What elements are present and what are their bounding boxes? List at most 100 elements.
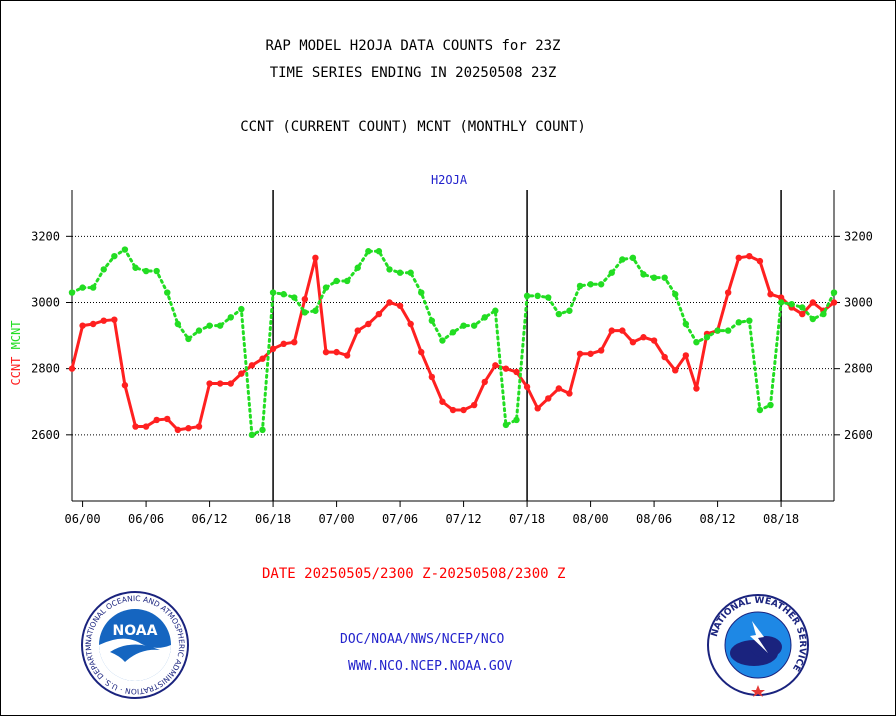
data-point-mcnt bbox=[587, 281, 594, 288]
data-point-mcnt bbox=[121, 246, 129, 253]
data-point-mcnt bbox=[650, 274, 658, 281]
data-point-ccnt bbox=[89, 320, 97, 328]
data-point-mcnt bbox=[365, 248, 372, 255]
data-point-mcnt bbox=[185, 335, 192, 343]
data-point-ccnt bbox=[555, 385, 563, 392]
data-point-ccnt bbox=[396, 302, 404, 309]
data-point-mcnt bbox=[724, 327, 732, 334]
data-point-mcnt bbox=[640, 271, 647, 278]
data-point-ccnt bbox=[682, 352, 690, 359]
data-point-mcnt bbox=[481, 314, 488, 321]
data-point-ccnt bbox=[523, 383, 531, 391]
data-point-mcnt bbox=[238, 305, 245, 313]
data-point-ccnt bbox=[629, 338, 637, 346]
data-point-ccnt bbox=[470, 401, 478, 409]
data-point-ccnt bbox=[185, 425, 192, 432]
footer-website-link[interactable]: WWW.NCO.NCEP.NOAA.GOV bbox=[348, 659, 513, 674]
data-point-ccnt bbox=[640, 334, 647, 341]
x-tick-label: 08/18 bbox=[763, 512, 799, 526]
x-tick-label: 06/00 bbox=[65, 512, 101, 526]
y-tick-label-right: 2800 bbox=[844, 362, 873, 376]
data-point-ccnt bbox=[343, 352, 351, 359]
data-point-mcnt bbox=[291, 294, 298, 301]
data-point-ccnt bbox=[195, 423, 203, 430]
data-point-ccnt bbox=[428, 373, 436, 381]
x-tick-label: 08/12 bbox=[700, 512, 736, 526]
data-point-mcnt bbox=[619, 256, 626, 263]
data-point-ccnt bbox=[746, 252, 753, 260]
data-point-mcnt bbox=[227, 314, 234, 321]
data-point-ccnt bbox=[502, 365, 510, 372]
data-point-ccnt bbox=[142, 423, 150, 430]
noaa-logo-text: NOAA bbox=[113, 623, 158, 639]
date-range: DATE 20250505/2300 Z-20250508/2300 Z bbox=[262, 566, 566, 582]
data-point-mcnt bbox=[333, 277, 340, 285]
noaa-logo: NATIONAL OCEANIC AND ATMOSPHERIC ADMINIS… bbox=[80, 590, 189, 699]
data-point-mcnt bbox=[682, 320, 690, 328]
data-point-mcnt bbox=[428, 317, 436, 324]
data-point-ccnt bbox=[407, 320, 414, 328]
data-point-mcnt bbox=[608, 269, 615, 276]
data-point-ccnt bbox=[534, 405, 541, 412]
footer-agency-text: DOC/NOAA/NWS/NCEP/NCO bbox=[340, 632, 505, 647]
series-line-ccnt bbox=[70, 254, 835, 432]
y-tick-label-right: 3000 bbox=[844, 295, 873, 309]
data-point-ccnt bbox=[68, 365, 76, 372]
data-point-mcnt bbox=[460, 322, 467, 329]
data-point-mcnt bbox=[418, 289, 425, 296]
data-point-ccnt bbox=[449, 406, 457, 414]
data-point-mcnt bbox=[174, 320, 182, 328]
data-point-mcnt bbox=[746, 317, 753, 324]
data-point-mcnt bbox=[576, 282, 584, 290]
data-point-ccnt bbox=[619, 327, 626, 334]
data-point-mcnt bbox=[354, 264, 361, 271]
y-tick-label-left: 3200 bbox=[31, 229, 60, 243]
y-tick-label-right: 3200 bbox=[844, 229, 873, 243]
data-point-ccnt bbox=[386, 299, 393, 306]
data-point-mcnt bbox=[534, 292, 541, 300]
data-point-mcnt bbox=[735, 319, 742, 326]
data-point-ccnt bbox=[439, 398, 446, 405]
y-axis-label-ccnt: CCNT bbox=[9, 357, 23, 386]
data-point-mcnt bbox=[545, 294, 552, 301]
data-point-mcnt bbox=[703, 334, 711, 341]
data-point-mcnt bbox=[216, 322, 224, 329]
data-point-ccnt bbox=[269, 345, 277, 353]
data-point-mcnt bbox=[396, 269, 404, 276]
data-point-ccnt bbox=[693, 385, 700, 392]
data-point-ccnt bbox=[121, 382, 129, 389]
data-point-mcnt bbox=[523, 292, 531, 300]
data-point-ccnt bbox=[735, 254, 742, 262]
data-point-mcnt bbox=[407, 269, 414, 276]
title-line-2: TIME SERIES ENDING IN 20250508 23Z bbox=[269, 65, 557, 81]
data-point-mcnt bbox=[756, 406, 764, 414]
data-point-ccnt bbox=[322, 348, 330, 356]
data-point-ccnt bbox=[756, 257, 764, 265]
data-point-ccnt bbox=[576, 350, 584, 357]
data-point-ccnt bbox=[597, 347, 605, 354]
data-point-mcnt bbox=[767, 401, 774, 409]
title-line-1: RAP MODEL H2OJA DATA COUNTS for 23Z bbox=[265, 38, 561, 54]
data-point-mcnt bbox=[248, 431, 256, 439]
data-point-mcnt bbox=[566, 307, 573, 314]
data-point-mcnt bbox=[68, 289, 76, 296]
data-point-mcnt bbox=[195, 327, 203, 334]
data-point-ccnt bbox=[216, 380, 224, 387]
data-point-ccnt bbox=[153, 416, 160, 424]
data-point-mcnt bbox=[672, 291, 679, 298]
data-point-mcnt bbox=[132, 264, 139, 271]
data-point-mcnt bbox=[820, 310, 827, 318]
data-point-mcnt bbox=[322, 284, 330, 291]
data-point-ccnt bbox=[365, 320, 372, 328]
chart-subtitle: CCNT (CURRENT COUNT) MCNT (MONTHLY COUNT… bbox=[240, 119, 586, 135]
data-point-mcnt bbox=[777, 299, 785, 306]
x-tick-label: 07/18 bbox=[509, 512, 545, 526]
x-tick-label: 07/12 bbox=[446, 512, 482, 526]
data-point-ccnt bbox=[206, 380, 213, 387]
data-point-ccnt bbox=[291, 338, 298, 346]
data-point-mcnt bbox=[809, 315, 817, 323]
y-axis-label: CCNT MCNT bbox=[9, 320, 23, 385]
x-tick-label: 06/18 bbox=[255, 512, 291, 526]
data-point-mcnt bbox=[301, 309, 309, 316]
data-point-ccnt bbox=[174, 426, 182, 434]
